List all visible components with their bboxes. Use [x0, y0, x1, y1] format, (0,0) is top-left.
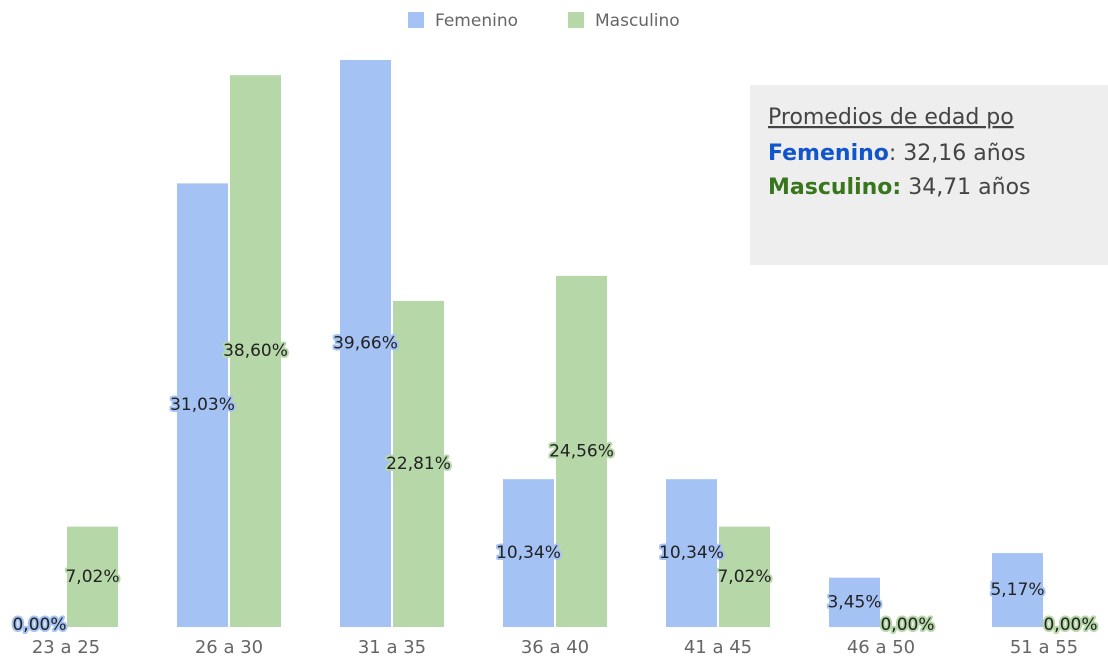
annotation-box [750, 85, 1108, 265]
x-tick-label: 46 a 50 [847, 637, 915, 658]
x-tick-label: 36 a 40 [521, 637, 589, 658]
value-label: 3,45% [827, 592, 881, 612]
x-tick-label: 31 a 35 [358, 637, 426, 658]
x-tick-label: 41 a 45 [684, 637, 752, 658]
annotation-line: Femenino: 32,16 años [768, 141, 1026, 166]
value-label: 0,00% [1043, 615, 1097, 635]
legend-swatch [568, 12, 584, 28]
legend-label: Masculino [595, 11, 680, 31]
bar [177, 183, 228, 627]
value-label: 10,34% [496, 543, 561, 563]
value-label: 38,60% [223, 341, 288, 361]
legend-swatch [408, 12, 424, 28]
plot-area: 23 a 25 26 a 30 31 a 35 36 a 40 41 a 45 46 a … [10, 60, 1100, 658]
bar [829, 577, 880, 627]
value-label: 0,00% [880, 615, 934, 635]
bar [666, 479, 717, 627]
x-tick-label: 23 a 25 [32, 637, 100, 658]
bar [992, 553, 1043, 627]
bar [719, 526, 770, 627]
bar [340, 60, 391, 627]
value-label: 31,03% [170, 395, 235, 415]
annotation-text: 34,71 años [901, 175, 1030, 200]
value-label: 7,02% [717, 567, 771, 587]
value-label: 39,66% [333, 334, 398, 354]
bar [230, 75, 281, 628]
value-label: 7,02% [65, 567, 119, 587]
value-label: 10,34% [659, 543, 724, 563]
annotation-label: Femenino [768, 141, 889, 166]
x-tick-label: 26 a 30 [195, 637, 263, 658]
value-label: 0,00% [12, 615, 66, 635]
value-label: 5,17% [990, 580, 1044, 600]
annotation-line: Masculino: 34,71 años [768, 175, 1031, 200]
value-label: 24,56% [549, 441, 614, 461]
annotation-text: : 32,16 años [889, 141, 1026, 166]
value-label: 22,81% [386, 454, 451, 474]
bar [393, 300, 444, 627]
x-tick-label: 51 a 55 [1010, 637, 1078, 658]
annotation-title: Promedios de edad po [768, 105, 1014, 130]
bar [503, 479, 554, 627]
bar [556, 275, 607, 627]
annotation-label: Masculino: [768, 175, 901, 200]
bar [67, 526, 118, 627]
annotation: Promedios de edad po Femenino: 32,16 año… [768, 105, 1031, 200]
legend-label: Femenino [435, 11, 518, 31]
